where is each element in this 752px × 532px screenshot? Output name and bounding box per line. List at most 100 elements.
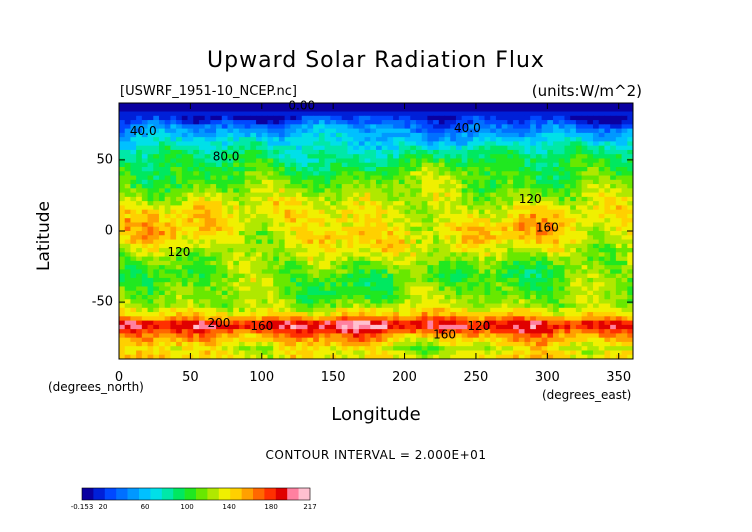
heatmap-cell: [553, 175, 560, 181]
heatmap-cell: [347, 154, 354, 159]
heatmap-cell: [564, 213, 571, 219]
heatmap-cell: [473, 243, 480, 249]
heatmap-cell: [370, 171, 377, 177]
heatmap-cell: [518, 179, 525, 185]
heatmap-cell: [330, 137, 337, 142]
heatmap-cell: [273, 179, 280, 185]
heatmap-cell: [478, 231, 486, 236]
heatmap-cell: [227, 273, 234, 279]
heatmap-cell: [393, 222, 400, 228]
heatmap-cell: [541, 295, 548, 300]
heatmap-cell: [324, 333, 331, 339]
heatmap-cell: [336, 273, 343, 279]
heatmap-cell: [461, 192, 468, 198]
heatmap-cell: [507, 145, 514, 151]
heatmap-cell: [427, 273, 434, 279]
heatmap-cell: [490, 329, 497, 334]
heatmap-cell: [621, 124, 628, 130]
heatmap-cell: [330, 248, 337, 253]
heatmap-cell: [444, 213, 451, 219]
heatmap-cell: [507, 213, 514, 219]
heatmap-cell: [347, 184, 354, 189]
heatmap-cell: [198, 162, 206, 168]
heatmap-cell: [336, 269, 343, 275]
heatmap-cell: [490, 107, 497, 113]
heatmap-cell: [353, 213, 360, 219]
heatmap-cell: [141, 205, 149, 211]
heatmap-cell: [467, 286, 474, 292]
heatmap-cell: [507, 303, 514, 309]
heatmap-cell: [353, 329, 360, 334]
heatmap-cell: [398, 316, 406, 322]
heatmap-cell: [284, 205, 291, 211]
heatmap-cell: [238, 265, 246, 270]
heatmap-cell: [455, 141, 463, 147]
heatmap-cell: [198, 226, 206, 232]
heatmap-cell: [410, 316, 417, 322]
heatmap-cell: [541, 107, 548, 113]
heatmap-cell: [478, 179, 486, 185]
heatmap-cell: [244, 252, 251, 258]
heatmap-cell: [604, 231, 611, 236]
heatmap-cell: [284, 149, 291, 155]
heatmap-cell: [604, 205, 611, 211]
heatmap-cell: [198, 128, 206, 134]
heatmap-cell: [181, 179, 189, 185]
heatmap-cell: [564, 286, 571, 292]
heatmap-cell: [535, 324, 543, 330]
heatmap-cell: [535, 201, 543, 206]
heatmap-cell: [444, 222, 451, 228]
heatmap-cell: [433, 329, 440, 334]
heatmap-cell: [284, 111, 291, 117]
heatmap-cell: [467, 312, 474, 317]
heatmap-cell: [467, 167, 474, 172]
heatmap-cell: [307, 303, 314, 309]
heatmap-cell: [393, 290, 400, 296]
heatmap-cell: [478, 201, 486, 206]
heatmap-cell: [541, 299, 548, 305]
heatmap-cell: [170, 324, 177, 330]
heatmap-cell: [593, 277, 600, 283]
heatmap-cell: [398, 132, 406, 138]
heatmap-cell: [393, 239, 400, 245]
heatmap-cell: [461, 299, 468, 305]
heatmap-cell: [296, 235, 303, 241]
heatmap-cell: [455, 260, 463, 266]
heatmap-cell: [615, 324, 623, 330]
heatmap-cell: [495, 145, 503, 151]
heatmap-cell: [598, 239, 605, 245]
heatmap-cell: [147, 115, 154, 121]
heatmap-cell: [410, 218, 417, 223]
heatmap-cell: [358, 184, 366, 189]
heatmap-cell: [627, 111, 633, 117]
heatmap-cell: [341, 111, 348, 117]
heatmap-cell: [347, 265, 354, 270]
heatmap-cell: [130, 184, 137, 189]
heatmap-cell: [427, 316, 434, 322]
heatmap-cell: [587, 154, 594, 159]
heatmap-cell: [513, 132, 520, 138]
heatmap-cell: [507, 103, 514, 108]
heatmap-cell: [604, 120, 611, 125]
heatmap-cell: [158, 256, 166, 262]
heatmap-cell: [164, 307, 171, 313]
heatmap-cell: [341, 265, 348, 270]
heatmap-cell: [553, 273, 560, 279]
heatmap-cell: [221, 107, 229, 113]
heatmap-cell: [130, 162, 137, 168]
heatmap-cell: [547, 149, 554, 155]
heatmap-cell: [604, 111, 611, 117]
heatmap-cell: [501, 235, 508, 241]
heatmap-cell: [358, 286, 366, 292]
heatmap-cell: [615, 149, 623, 155]
heatmap-cell: [221, 252, 229, 258]
heatmap-cell: [136, 312, 143, 317]
heatmap-cell: [478, 184, 486, 189]
heatmap-cell: [404, 333, 411, 339]
heatmap-cell: [141, 337, 149, 343]
heatmap-cell: [535, 256, 543, 262]
heatmap-cell: [313, 273, 320, 279]
heatmap-cell: [244, 260, 251, 266]
heatmap-cell: [330, 333, 337, 339]
heatmap-cell: [404, 218, 411, 223]
